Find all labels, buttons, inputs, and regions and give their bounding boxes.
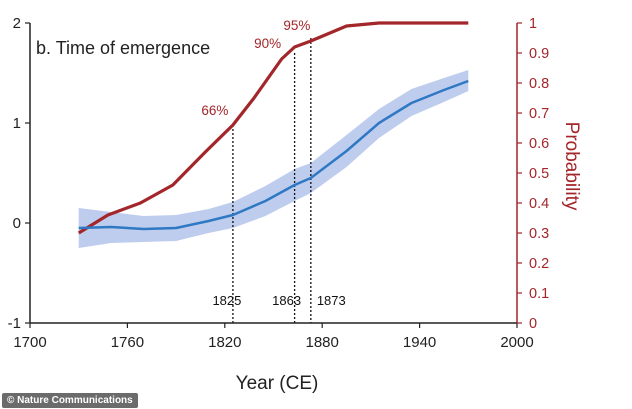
x-tick-label-1760: 1760 — [111, 334, 144, 351]
y-right-tick-label-0.8: 0.8 — [529, 76, 549, 92]
x-tick-label-1700: 1700 — [13, 334, 46, 351]
y-left-tick-label--1: -1 — [8, 315, 21, 332]
right-axis-label: Probability — [561, 122, 582, 211]
x-tick-label-2000: 2000 — [500, 334, 533, 351]
y-right-tick-label-1: 1 — [529, 16, 537, 32]
y-right-tick-label-0: 0 — [529, 316, 537, 332]
y-right-tick-label-0.2: 0.2 — [529, 256, 549, 272]
x-tick-label-1880: 1880 — [306, 334, 339, 351]
y-left-tick-label-2: 2 — [13, 15, 21, 32]
y-right-tick-label-0.3: 0.3 — [529, 226, 549, 242]
probability-line — [77, 21, 469, 235]
y-right-tick-label-0.9: 0.9 — [529, 46, 549, 62]
marker-probability-95pct: 95% — [283, 18, 310, 33]
marker-year-1825: 1825 — [212, 293, 241, 308]
marker-probability-66pct: 66% — [201, 103, 228, 118]
y-right-tick-label-0.7: 0.7 — [529, 106, 549, 122]
marker-year-1863: 1863 — [272, 293, 301, 308]
marker-probability-90pct: 90% — [254, 36, 281, 51]
source-credit: © Nature Communications — [2, 393, 138, 408]
x-tick-label-1940: 1940 — [403, 334, 436, 351]
chart-title: b. Time of emergence — [36, 38, 210, 58]
y-left-tick-label-0: 0 — [13, 215, 21, 232]
x-tick-label-1820: 1820 — [208, 334, 241, 351]
y-left-tick-label-1: 1 — [13, 115, 21, 132]
x-axis-label: Year (CE) — [236, 373, 319, 394]
mean-anomaly-line — [78, 79, 469, 231]
marker-year-1873: 1873 — [317, 293, 346, 308]
y-right-tick-label-0.5: 0.5 — [529, 166, 549, 182]
y-right-tick-label-0.1: 0.1 — [529, 286, 549, 302]
y-right-tick-label-0.6: 0.6 — [529, 136, 549, 152]
y-right-tick-label-0.4: 0.4 — [529, 196, 549, 212]
uncertainty-band — [78, 70, 469, 248]
